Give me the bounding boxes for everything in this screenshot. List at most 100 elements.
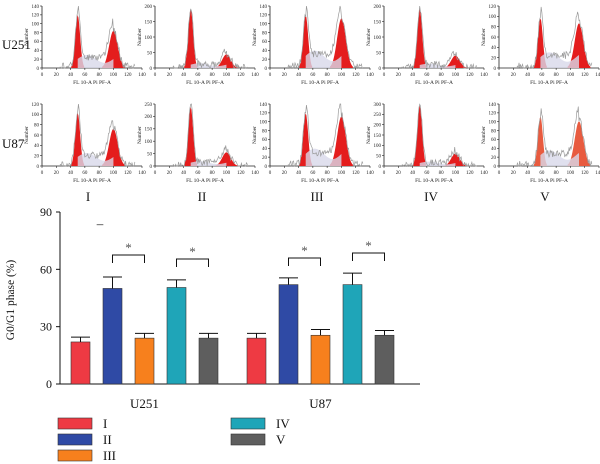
histogram-x-axis-label: FL 10-A Pi PF-A bbox=[530, 178, 568, 184]
significance-star: * bbox=[301, 243, 308, 258]
histogram-y-axis-label: Number bbox=[24, 126, 30, 144]
histogram-x-tick-label: 100 bbox=[110, 73, 118, 78]
histogram-x-tick-label: 140 bbox=[366, 171, 374, 176]
histogram-x-tick-label: 120 bbox=[581, 171, 589, 176]
histogram-x-tick-label: 80 bbox=[439, 73, 445, 78]
histogram-y-tick-label: 40 bbox=[262, 147, 268, 152]
histogram-x-tick-label: 40 bbox=[68, 171, 74, 176]
histogram-y-tick-label: 100 bbox=[260, 23, 268, 28]
histogram-x-tick-label: 20 bbox=[511, 171, 517, 176]
histogram-x-tick-label: 120 bbox=[466, 171, 474, 176]
significance-star: * bbox=[189, 244, 196, 259]
histogram-x-tick-label: 80 bbox=[210, 171, 216, 176]
histogram-x-tick-label: 20 bbox=[396, 171, 402, 176]
histogram-x-tick-label: 0 bbox=[498, 171, 501, 176]
histogram-g2-peak bbox=[330, 18, 353, 68]
histogram-y-tick-label: 40 bbox=[34, 49, 40, 54]
histogram-y-axis-label: Number bbox=[366, 126, 372, 144]
histogram-panel-u87-iv: 0 50 100 150 200 250 300 0 20 40 60 80 100 120 140 FL 1… bbox=[366, 103, 488, 184]
histogram-y-tick-label: 60 bbox=[491, 138, 497, 143]
histogram-y-axis-label: Number bbox=[24, 28, 30, 46]
legend-label-i: I bbox=[103, 416, 107, 431]
histogram-x-tick-label: 140 bbox=[251, 171, 259, 176]
histogram-raw-trace bbox=[59, 103, 136, 168]
significance-bracket bbox=[176, 258, 209, 267]
histogram-x-tick-label: 0 bbox=[41, 73, 44, 78]
significance-bracket bbox=[352, 252, 385, 261]
bar-u251-ii bbox=[102, 288, 123, 385]
histogram-y-tick-label: 20 bbox=[34, 58, 40, 63]
histogram-x-tick-label: 0 bbox=[498, 73, 501, 78]
histogram-x-tick-label: 0 bbox=[41, 171, 44, 176]
histogram-x-axis-label: FL 10-A Pi PF-A bbox=[186, 80, 224, 86]
histogram-x-tick-label: 20 bbox=[167, 171, 173, 176]
histogram-x-axis-label: FL 10-A Pi PF-A bbox=[73, 178, 111, 184]
histogram-y-tick-label: 0 bbox=[379, 67, 382, 72]
histogram-x-tick-label: 40 bbox=[525, 171, 531, 176]
histogram-x-tick-label: 120 bbox=[581, 73, 589, 78]
histogram-y-tick-label: 60 bbox=[34, 134, 40, 139]
histogram-panel-u87-iii: 0 20 40 60 80 100 120 140 0 20 40 60 80 100 120 140 FL 1… bbox=[252, 103, 374, 184]
histogram-g2-peak bbox=[330, 116, 353, 166]
histogram-x-tick-label: 120 bbox=[237, 73, 245, 78]
histogram-x-tick-label: 100 bbox=[452, 73, 460, 78]
histogram-x-tick-label: 120 bbox=[124, 73, 132, 78]
histogram-x-tick-label: 120 bbox=[352, 171, 360, 176]
histogram-y-tick-label: 140 bbox=[32, 5, 40, 10]
bar-u87-i bbox=[246, 337, 267, 385]
histogram-y-tick-label: 80 bbox=[34, 123, 40, 128]
histogram-x-axis-label: FL 10-A Pi PF-A bbox=[186, 178, 224, 184]
bar-u251-iv bbox=[166, 287, 187, 385]
histogram-x-tick-label: 140 bbox=[480, 73, 488, 78]
histogram-y-tick-label: 200 bbox=[145, 115, 153, 120]
legend-label-v: V bbox=[276, 432, 286, 447]
row-label-u87: U87 bbox=[2, 136, 25, 151]
histogram-panel-u251-i: 0 20 40 60 80 100 120 140 0 20 40 60 80 100 120 140 FL 1… bbox=[24, 5, 146, 86]
histogram-y-tick-label: 80 bbox=[34, 31, 40, 36]
histogram-x-tick-label: 20 bbox=[282, 171, 288, 176]
bar-u87-ii bbox=[278, 284, 299, 385]
histogram-y-tick-label: 120 bbox=[260, 112, 268, 117]
histogram-raw-trace bbox=[516, 106, 593, 168]
legend-label-iv: IV bbox=[276, 416, 290, 431]
histogram-y-tick-label: 60 bbox=[262, 40, 268, 45]
histogram-g1-peak bbox=[413, 9, 427, 69]
histogram-x-tick-label: 60 bbox=[310, 73, 316, 78]
histogram-raw-trace bbox=[172, 8, 249, 70]
histogram-y-tick-label: 40 bbox=[34, 144, 40, 149]
histogram-y-tick-label: 100 bbox=[32, 113, 40, 118]
histogram-y-tick-label: 300 bbox=[374, 103, 382, 108]
histogram-x-tick-label: 60 bbox=[310, 171, 316, 176]
histogram-x-tick-label: 80 bbox=[97, 73, 103, 78]
histogram-g2-peak bbox=[102, 30, 125, 68]
y-axis-label: G0/G1 phase (%) bbox=[5, 260, 17, 341]
histogram-y-tick-label: 0 bbox=[37, 67, 40, 72]
histogram-y-tick-label: 0 bbox=[265, 165, 268, 170]
histogram-x-tick-label: 100 bbox=[338, 73, 346, 78]
histogram-y-axis-label: Number bbox=[252, 28, 258, 46]
histogram-x-tick-label: 120 bbox=[466, 73, 474, 78]
histogram-y-tick-label: 0 bbox=[494, 165, 497, 170]
histogram-x-tick-label: 120 bbox=[237, 171, 245, 176]
histogram-y-tick-label: 100 bbox=[489, 15, 497, 20]
legend-label-iii: III bbox=[103, 448, 116, 463]
histogram-x-tick-label: 80 bbox=[325, 171, 331, 176]
histogram-x-tick-label: 0 bbox=[383, 73, 386, 78]
histogram-y-tick-label: 200 bbox=[145, 5, 153, 10]
histogram-x-axis-label: FL 10-A Pi PF-A bbox=[301, 178, 339, 184]
histogram-g2-peak bbox=[444, 55, 467, 68]
histogram-x-tick-label: 40 bbox=[410, 171, 416, 176]
column-label-ii: II bbox=[198, 189, 207, 204]
histogram-x-tick-label: 60 bbox=[82, 171, 88, 176]
legend-label-ii: II bbox=[103, 432, 112, 447]
bar-u251-i bbox=[70, 341, 91, 385]
histogram-y-tick-label: 0 bbox=[37, 165, 40, 170]
histogram-x-tick-label: 100 bbox=[110, 171, 118, 176]
legend-swatch-iv bbox=[230, 417, 266, 430]
significance-star: * bbox=[125, 240, 132, 255]
histogram-y-tick-label: 100 bbox=[32, 23, 40, 28]
histogram-y-tick-label: 140 bbox=[260, 103, 268, 108]
histogram-x-tick-label: 60 bbox=[424, 73, 430, 78]
histogram-x-tick-label: 120 bbox=[352, 73, 360, 78]
histogram-y-tick-label: 0 bbox=[150, 165, 153, 170]
